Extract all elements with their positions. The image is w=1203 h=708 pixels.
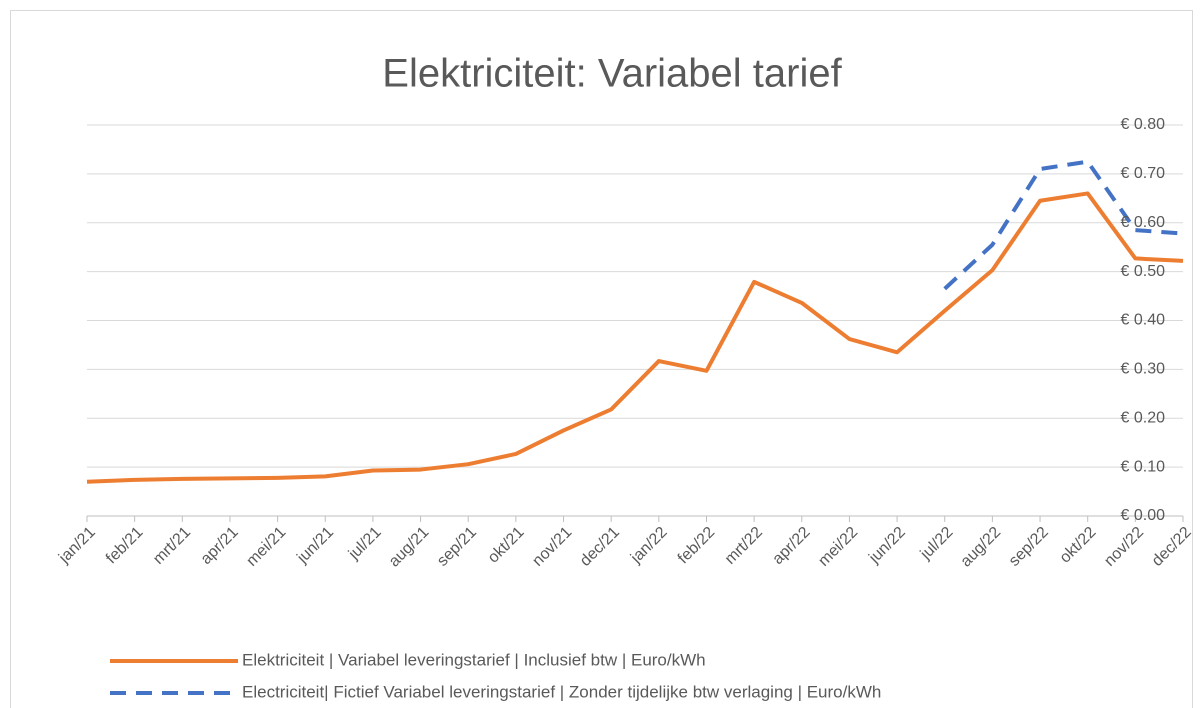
y-tick-label: € 0.70 — [1121, 165, 1166, 182]
y-tick-label: € 0.00 — [1121, 507, 1166, 524]
y-tick-label: € 0.40 — [1121, 312, 1166, 329]
legend-label: Electriciteit| Fictief Variabel levering… — [242, 682, 881, 701]
y-tick-label: € 0.10 — [1121, 458, 1166, 475]
y-tick-label: € 0.80 — [1121, 116, 1166, 133]
chart-title: Elektriciteit: Variabel tarief — [382, 52, 842, 96]
y-tick-label: € 0.20 — [1121, 409, 1166, 426]
y-tick-label: € 0.30 — [1121, 361, 1166, 378]
chart-border — [10, 10, 1193, 708]
legend-label: Elektriciteit | Variabel leveringstarief… — [242, 650, 706, 669]
data-line — [86, 191, 1184, 484]
y-tick-label: € 0.50 — [1121, 263, 1166, 280]
data-line — [943, 159, 1184, 291]
y-tick-label: € 0.60 — [1121, 214, 1166, 231]
